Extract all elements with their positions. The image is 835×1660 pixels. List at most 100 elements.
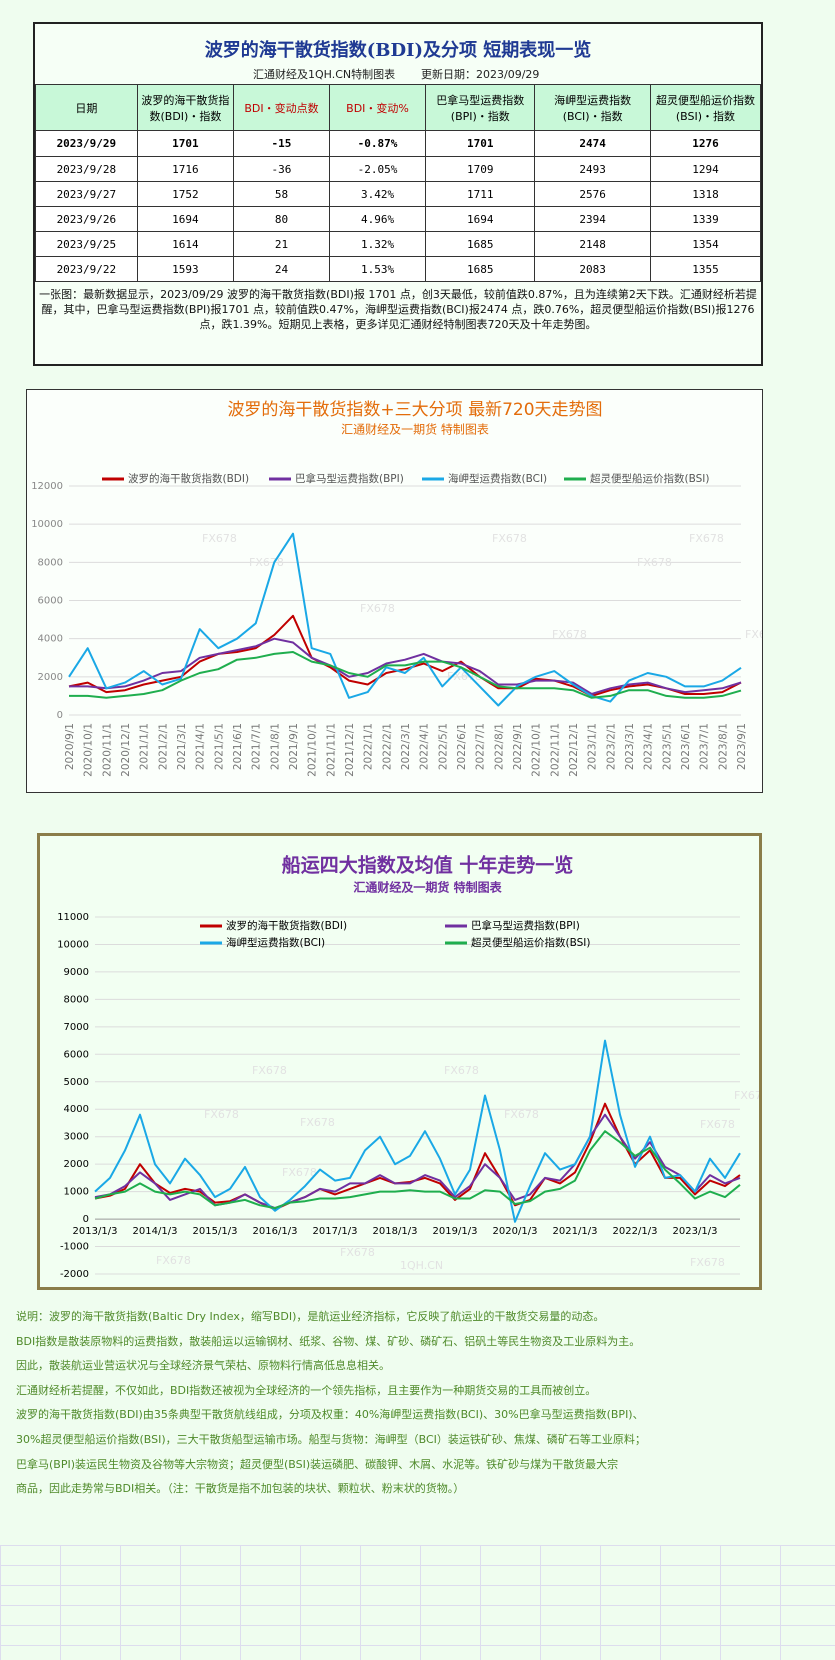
watermark: FX678 <box>360 602 395 615</box>
y-tick-label: 10000 <box>57 939 89 950</box>
table-row: 2023/9/29 1701 -15 -0.87% 1701 2474 1276 <box>35 130 762 157</box>
header-cell: 超灵便型船运价指数(BSI)・指数 <box>649 84 762 131</box>
header-cell: 海岬型运费指数(BCI)・指数 <box>534 84 651 131</box>
table-cell: 2023/9/22 <box>35 256 138 282</box>
x-tick-label: 2023/4/1 <box>643 723 655 770</box>
table-cell: 21 <box>233 231 330 257</box>
note-line: 汇通财经析若提醒，不仅如此，BDI指数还被视为全球经济的一个领先指标，且主要作为… <box>16 1383 597 1397</box>
index-table: 日期 波罗的海干散货指数(BDI)・指数 BDI・变动点数 BDI・变动% 巴拿马型运费… <box>35 84 762 282</box>
x-tick-label: 2023/2/1 <box>605 723 617 770</box>
y-tick-label: 0 <box>83 1214 89 1225</box>
table-cell: 58 <box>233 181 330 207</box>
y-tick-label: 9000 <box>64 967 89 978</box>
x-tick-label: 2023/9/1 <box>736 723 748 770</box>
watermark: FX678 <box>444 1064 479 1077</box>
x-tick-label: 2020/9/1 <box>64 723 76 770</box>
table-cell: 1701 <box>425 130 536 157</box>
legend-label: 波罗的海干散货指数(BDI) <box>128 472 249 485</box>
y-tick-label: 3000 <box>64 1132 89 1143</box>
y-tick-label: 0 <box>57 710 63 721</box>
legend-label: 超灵便型船运价指数(BSI) <box>590 472 709 485</box>
x-tick-label: 2021/4/1 <box>195 723 207 770</box>
summary-panel: 波罗的海干散货指数(BDI)及分项 短期表现一览 汇通财经及1QH.CN特制图表… <box>33 22 763 366</box>
y-tick-label: 5000 <box>64 1077 89 1088</box>
x-tick-label: 2022/2/1 <box>381 723 393 770</box>
table-cell: 1339 <box>649 206 762 232</box>
note-line: 说明：波罗的海干散货指数(Baltic Dry Index，缩写BDI)，是航运… <box>16 1310 605 1323</box>
legend-label: 海岬型运费指数(BCI) <box>448 472 547 485</box>
legend-label: 巴拿马型运费指数(BPI) <box>471 919 580 932</box>
y-tick-label: 1000 <box>64 1187 89 1198</box>
table-cell: 1354 <box>649 231 762 257</box>
note-line: 巴拿马(BPI)装运民生物资及谷物等大宗物资；超灵便型(BSI)装运磷肥、碳酸钾… <box>16 1457 619 1471</box>
y-tick-label: 2000 <box>38 672 63 683</box>
y-tick-label: 12000 <box>31 481 63 492</box>
x-tick-label: 2023/8/1 <box>717 723 729 770</box>
table-cell: 2023/9/27 <box>35 181 138 207</box>
y-tick-label: 4000 <box>38 634 63 645</box>
table-cell: 1752 <box>136 181 235 207</box>
table-cell: 1355 <box>649 256 762 282</box>
x-tick-label: 2023/6/1 <box>680 723 692 770</box>
x-tick-label: 2021/3/1 <box>176 723 188 770</box>
series-line <box>94 1113 741 1210</box>
x-tick-label: 2020/10/1 <box>83 723 95 777</box>
x-tick-label: 2015/1/3 <box>193 1226 238 1237</box>
table-cell: 1709 <box>425 156 536 182</box>
watermark: 1QH.CN <box>400 1259 443 1272</box>
note-line: 30%超灵便型船运价指数(BSI)，三大干散货船型运输市场。船型与货物：海岬型（… <box>16 1432 646 1446</box>
table-cell: 1.53% <box>328 256 427 282</box>
x-tick-label: 2017/1/3 <box>313 1226 358 1237</box>
x-tick-label: 2022/1/1 <box>363 723 375 770</box>
table-cell: 2023/9/28 <box>35 156 138 182</box>
table-cell: 1.32% <box>328 231 427 257</box>
note-line: 商品，因此走势常与BDI相关。（注：干散货是指不加包装的块状、颗粒状、粉末状的货… <box>16 1482 465 1496</box>
x-tick-label: 2016/1/3 <box>253 1226 298 1237</box>
x-tick-label: 2022/6/1 <box>456 723 468 770</box>
table-cell: 2493 <box>534 156 651 182</box>
table-cell: -0.87% <box>328 130 427 157</box>
watermark: FX678 <box>734 1089 759 1102</box>
x-tick-label: 2023/1/1 <box>587 723 599 770</box>
table-cell: 1614 <box>136 231 235 257</box>
x-tick-label: 2018/1/3 <box>373 1226 418 1237</box>
x-tick-label: 2022/9/1 <box>512 723 524 770</box>
x-tick-label: 2019/1/3 <box>433 1226 478 1237</box>
x-tick-label: 2020/1/3 <box>493 1226 538 1237</box>
x-tick-label: 2023/7/1 <box>699 723 711 770</box>
x-tick-label: 2023/3/1 <box>624 723 636 770</box>
table-cell: 1694 <box>425 206 536 232</box>
table-cell: 2576 <box>534 181 651 207</box>
chart-panel: 船运四大指数及均值 十年走势一览 汇通财经及一期货 特制图表 -2000 -1000 0… <box>37 833 769 1290</box>
table-row: 2023/9/27 1752 58 3.42% 1711 2576 1318 <box>35 181 762 207</box>
table-cell: 2023/9/26 <box>35 206 138 232</box>
y-tick-label: 10000 <box>31 519 63 530</box>
table-cell: -2.05% <box>328 156 427 182</box>
table-row: 2023/9/22 1593 24 1.53% 1685 2083 1355 <box>35 256 762 282</box>
table-cell: 2083 <box>534 256 651 282</box>
table-cell: 3.42% <box>328 181 427 207</box>
table-cell: 1701 <box>136 130 235 157</box>
series-line <box>94 1130 741 1210</box>
y-tick-label: 7000 <box>64 1022 89 1033</box>
table-cell: 4.96% <box>328 206 427 232</box>
table-row: 2023/9/25 1614 21 1.32% 1685 2148 1354 <box>35 231 762 257</box>
x-tick-label: 2021/9/1 <box>288 723 300 770</box>
x-tick-label: 2022/8/1 <box>493 723 505 770</box>
y-tick-label: 11000 <box>57 912 89 923</box>
legend-label: 超灵便型船运价指数(BSI) <box>471 936 590 949</box>
series-line <box>68 532 742 707</box>
chart-subtitle: 汇通财经及一期货 特制图表 <box>341 422 489 437</box>
x-tick-label: 2021/12/1 <box>344 723 356 777</box>
watermark: FX678 <box>252 1064 287 1077</box>
panel-title: 波罗的海干散货指数(BDI)及分项 短期表现一览 <box>204 40 592 61</box>
x-tick-label: 2021/1/1 <box>139 723 151 770</box>
table-cell: 2474 <box>534 130 651 157</box>
x-tick-label: 2013/1/3 <box>73 1226 118 1237</box>
legend-label: 海岬型运费指数(BCI) <box>226 936 325 949</box>
x-tick-label: 2021/6/1 <box>232 723 244 770</box>
chart-title: 波罗的海干散货指数+三大分项 最新720天走势图 <box>227 400 602 420</box>
x-tick-label: 2022/3/1 <box>400 723 412 770</box>
